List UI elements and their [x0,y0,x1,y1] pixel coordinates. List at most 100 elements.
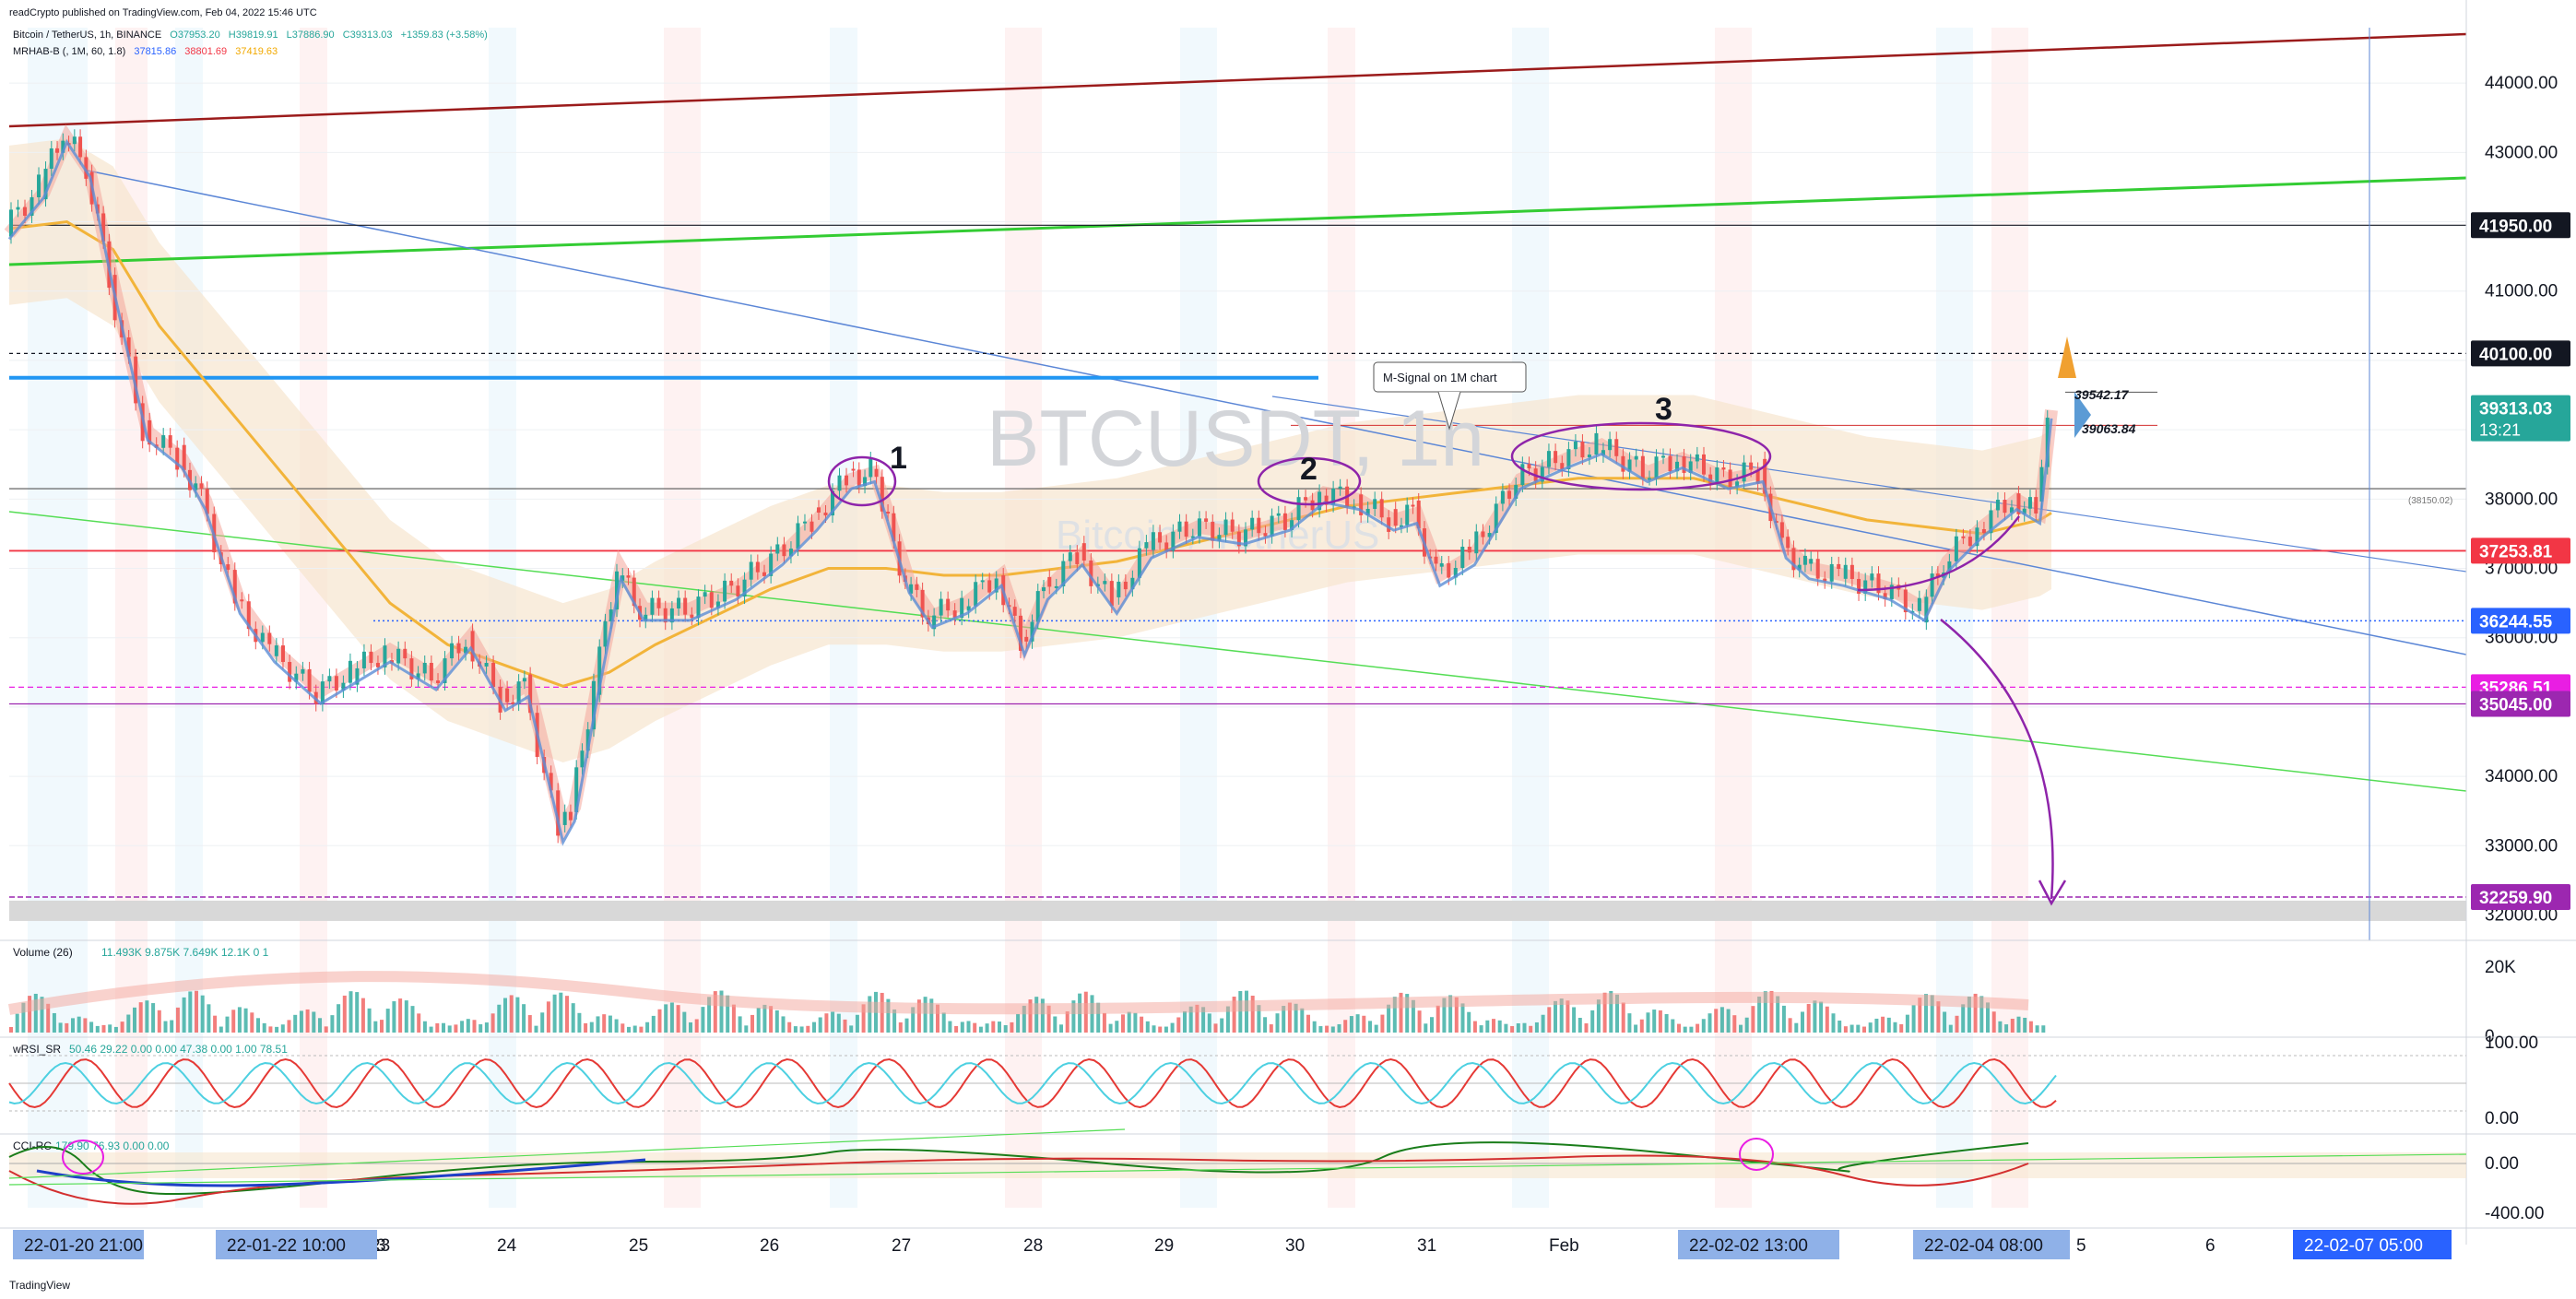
volume-values: 11.493K 9.875K 7.649K 12.1K 0 1 [101,946,269,959]
volume-bar [868,996,872,1033]
volume-bar [337,1004,341,1033]
candle-body [620,575,625,581]
symbol-legend: Bitcoin / TetherUS, 1h, BINANCE O37953.2… [13,30,493,41]
candle-body [632,577,636,607]
candle-body [1763,458,1767,494]
candle-body [1075,552,1080,564]
volume-bar [342,995,347,1033]
candle-body [1961,536,1966,538]
candle-body [1042,587,1046,592]
candle-body [464,646,468,654]
candle-body [505,688,510,703]
volume-bar [1979,996,1984,1033]
volume-bar [77,1016,81,1033]
volume-bar [1220,1018,1224,1033]
volume-bar [1744,1017,1749,1033]
volume-bar [855,1014,859,1033]
candle-body [775,544,780,554]
volume-bar [1609,990,1613,1033]
publisher-line: readCrypto published on TradingView.com,… [9,7,317,18]
volume-bar [1213,1023,1218,1033]
volume-bar [15,1013,19,1033]
volume-bar [2016,1016,2021,1033]
volume-bar [824,1013,829,1033]
candle-body [1815,559,1820,579]
volume-bar [256,1018,260,1033]
volume-bar [417,1013,421,1033]
candle-body [1012,607,1017,616]
ohlc-change: +1359.83 (+3.58%) [400,30,488,41]
volume-bar [1886,1017,1891,1033]
mark-ellipse-2 [1257,456,1362,506]
price-tag-countdown: 13:21 [2479,421,2521,440]
volume-bar [1053,1016,1058,1033]
symbol-title: Bitcoin / TetherUS, 1h, BINANCE [13,30,162,41]
cci-trendline [8,1128,1126,1179]
candle-body [2016,493,2021,514]
candle-body [1917,597,1921,611]
volume-bar [806,1025,810,1033]
candle-body [1130,577,1135,590]
volume-bar [1615,994,1619,1033]
candle-body [2039,466,2044,502]
volume-bar [602,1014,607,1033]
down-projection [1940,619,2054,900]
mark-ellipse-1 [827,455,897,507]
volume-bar [330,1015,335,1033]
volume-bar [546,1001,550,1033]
volume-bar [472,1020,477,1033]
price-tick-label: 41000.00 [2485,282,2558,301]
volume-bar [1671,1019,1675,1033]
candle-body [260,632,265,643]
volume-bar [936,1004,939,1033]
candle-body [549,773,553,791]
candle-body [1573,441,1578,450]
candle-body [246,601,251,630]
candle-body [782,544,786,557]
volume-bar [460,1021,465,1033]
candle-body [1089,561,1093,586]
candle-body [1668,455,1672,472]
candle-body [939,598,943,616]
candle-body [886,512,891,514]
candle-body [1061,561,1066,586]
candle-body [591,680,596,730]
candle-body [194,483,198,490]
candle-body [1903,589,1908,613]
candle-body [1411,504,1415,507]
candle-body [1068,552,1072,561]
candle-body [516,681,521,704]
candle-body [369,651,373,664]
volume-bar [676,1005,680,1033]
candle-body [863,477,868,487]
volume-bar [540,1012,545,1033]
candle-body [2027,497,2032,509]
volume-bar [1991,1011,1996,1033]
volume-bar [669,1002,674,1033]
candle-body [491,663,496,688]
volume-bar [1639,1019,1644,1033]
volume-bar [1664,1014,1669,1033]
candle-body [429,662,433,681]
candle-body [1236,531,1241,547]
volume-bar [1115,1021,1119,1033]
candle-body [2022,508,2027,514]
candle-body [1257,517,1261,534]
volume-bar [1275,1013,1280,1033]
volume-bar [577,1012,582,1033]
volume-bar [1955,1015,1959,1033]
candle-body [1594,432,1599,455]
price-tag [2471,883,2570,910]
volume-bar [145,1000,149,1033]
candle-body [1190,536,1195,538]
volume-bar [565,996,569,1033]
candle-body [837,475,842,491]
candle-body [1270,515,1274,537]
volume-bar [750,1014,754,1033]
candle-body [1654,456,1659,478]
symbol-watermark: BTCUSDT, 1h [987,395,1484,483]
volume-bar [911,1007,916,1033]
candle-body [1648,478,1652,480]
time-tick-label: 25 [629,1236,648,1256]
